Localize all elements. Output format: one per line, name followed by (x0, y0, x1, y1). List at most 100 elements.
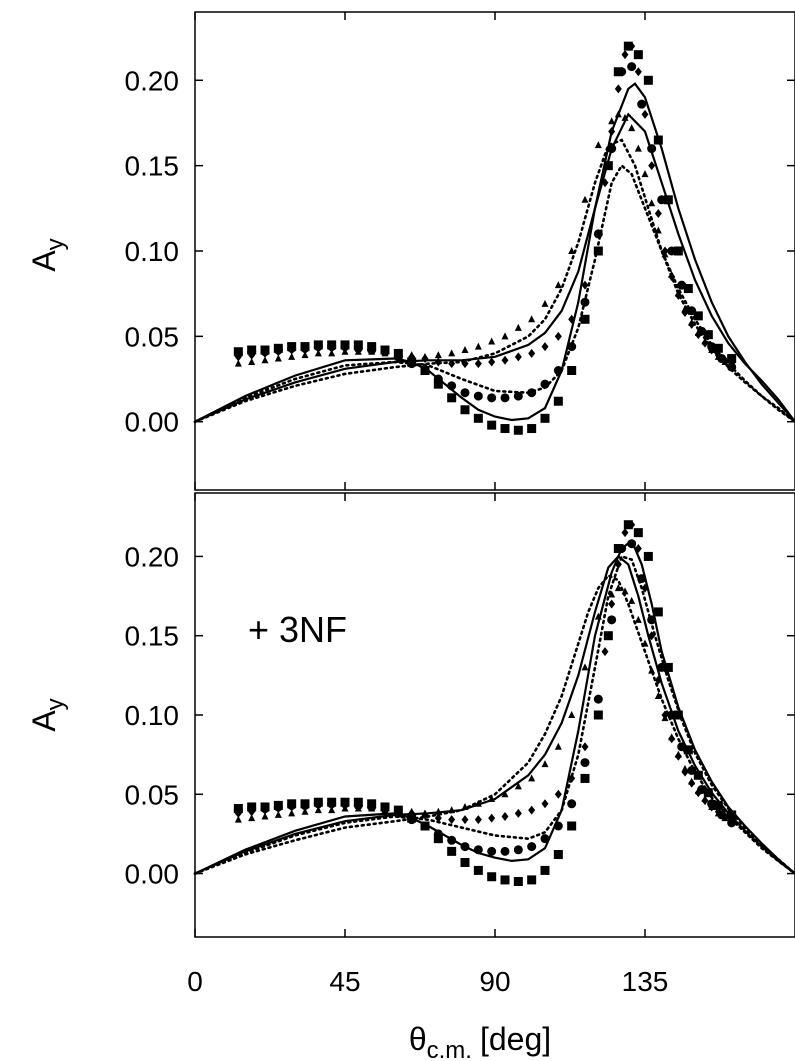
diamond-marker (448, 359, 456, 369)
triangle-marker (541, 760, 549, 768)
square-marker (447, 846, 457, 856)
triangle-marker (274, 354, 282, 362)
diamond-marker (674, 290, 682, 300)
square-marker (260, 802, 270, 812)
square-marker (540, 413, 550, 423)
square-marker (633, 50, 643, 60)
square-marker (393, 805, 403, 815)
diamond-marker (421, 810, 429, 820)
circle-marker (607, 615, 617, 625)
square-marker (433, 834, 443, 844)
triangle-marker (314, 349, 322, 357)
square-marker (487, 872, 497, 882)
circle-marker (637, 99, 647, 109)
square-marker (633, 528, 643, 538)
bottom-panel-points (233, 520, 737, 886)
circle-marker (540, 834, 550, 844)
curve-dotted-1 (193, 573, 795, 875)
square-marker (527, 875, 537, 885)
triangle-marker (514, 782, 522, 790)
top-panel-frame (194, 11, 795, 491)
diamond-marker (581, 742, 589, 752)
y-tick-label: 0.15 (125, 151, 180, 182)
triangle-marker (301, 351, 309, 359)
diamond-marker (514, 808, 522, 818)
triangle-marker (288, 809, 296, 817)
square-marker (703, 330, 713, 340)
diamond-marker (421, 354, 429, 364)
diamond-marker (641, 109, 649, 119)
circle-marker (460, 842, 470, 852)
square-marker (393, 348, 403, 358)
square-marker (473, 865, 483, 875)
curve-solid-2 (194, 82, 795, 423)
triangle-marker (261, 812, 269, 820)
triangle-marker (474, 799, 482, 807)
square-marker (327, 340, 337, 350)
square-marker (233, 347, 243, 357)
bottom-panel-ticks: 0.00 0.05 0.10 0.15 0.20 0 45 90 135 (125, 493, 795, 997)
diamond-marker (474, 815, 482, 825)
y-tick-label: 0.00 (125, 407, 180, 438)
triangle-marker (608, 590, 616, 598)
diamond-marker (514, 352, 522, 362)
square-marker (353, 797, 363, 807)
x-axis-subscript: c.m. (427, 1037, 472, 1061)
triangle-marker (234, 359, 242, 367)
square-marker (683, 284, 693, 294)
diamond-marker (541, 799, 549, 809)
diamond-marker (501, 811, 509, 821)
square-marker (703, 788, 713, 798)
circle-marker (580, 297, 590, 307)
triangle-marker (288, 352, 296, 360)
circle-marker (473, 845, 483, 855)
square-marker (580, 314, 590, 324)
square-marker (340, 797, 350, 807)
triangle-marker (654, 691, 662, 699)
x-axis-unit: [deg] (480, 1021, 551, 1057)
triangle-marker (608, 117, 616, 125)
triangle-marker (628, 596, 636, 604)
y-tick-label: 0.00 (125, 859, 180, 890)
diamond-marker (608, 599, 616, 609)
square-marker (713, 343, 723, 353)
circle-marker (637, 574, 647, 584)
square-marker (287, 799, 297, 809)
diamond-marker (654, 675, 662, 685)
x-tick-label: 0 (187, 966, 203, 997)
triangle-marker (234, 815, 242, 823)
square-marker (580, 773, 590, 783)
square-marker (663, 195, 673, 205)
square-marker (673, 246, 683, 256)
circle-marker (447, 381, 457, 391)
triangle-marker (581, 195, 589, 203)
circle-marker (567, 342, 577, 352)
square-marker (727, 354, 737, 364)
diamond-marker (681, 307, 689, 317)
triangle-marker (641, 170, 649, 178)
circle-marker (540, 379, 550, 389)
circle-marker (607, 144, 617, 154)
top-y-axis-subscript: y (42, 238, 69, 250)
triangle-marker (654, 226, 662, 234)
square-marker (663, 662, 673, 672)
square-marker (603, 631, 613, 641)
top-y-axis-title: Ay (26, 238, 69, 271)
square-marker (513, 877, 523, 886)
diamond-marker (701, 796, 709, 806)
circle-marker (447, 835, 457, 845)
diamond-marker (434, 813, 442, 823)
square-marker (367, 799, 377, 809)
x-tick-label: 90 (479, 966, 510, 997)
triangle-marker (641, 639, 649, 647)
diamond-marker (614, 84, 622, 94)
square-marker (613, 67, 623, 77)
square-marker (653, 607, 663, 617)
circle-marker (727, 818, 737, 828)
diamond-marker (601, 647, 609, 657)
bottom-panel-curves (193, 538, 795, 875)
square-marker (713, 800, 723, 810)
square-marker (487, 420, 497, 430)
curve-dotted-2 (193, 163, 795, 423)
